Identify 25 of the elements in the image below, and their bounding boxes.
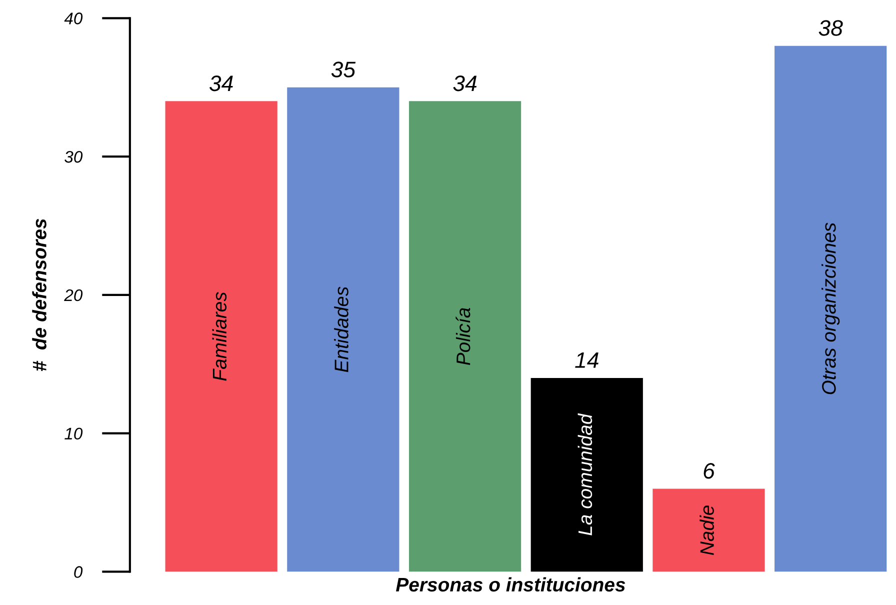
x-tick-label: Familiares bbox=[212, 292, 227, 381]
bar bbox=[652, 488, 765, 572]
data-label: 6 bbox=[704, 463, 715, 479]
y-tick-label: 20 bbox=[64, 289, 83, 302]
x-tick-label: Entidades bbox=[334, 286, 348, 372]
bar bbox=[287, 87, 400, 572]
bar bbox=[530, 378, 643, 572]
y-axis-title: # de defensores bbox=[32, 218, 46, 372]
x-tick-label: Nadie bbox=[700, 506, 714, 556]
y-tick-label: 40 bbox=[64, 12, 83, 24]
y-tick-label: 0 bbox=[74, 566, 83, 578]
x-tick-label: Otras organizciones bbox=[822, 222, 840, 394]
x-tick-label: Policía bbox=[456, 308, 470, 366]
data-label: 14 bbox=[575, 352, 598, 368]
data-label: 34 bbox=[453, 76, 477, 92]
data-label: 38 bbox=[818, 20, 843, 36]
bar bbox=[408, 101, 522, 572]
data-label: 35 bbox=[331, 62, 356, 78]
x-axis-title: Personas o instituciones bbox=[396, 577, 626, 592]
y-tick-label: 30 bbox=[64, 150, 83, 163]
y-tick-label: 10 bbox=[64, 428, 83, 440]
bar bbox=[774, 46, 887, 572]
data-label: 34 bbox=[209, 76, 233, 92]
bar bbox=[165, 101, 278, 572]
x-tick-label: La comunidad bbox=[578, 413, 592, 536]
